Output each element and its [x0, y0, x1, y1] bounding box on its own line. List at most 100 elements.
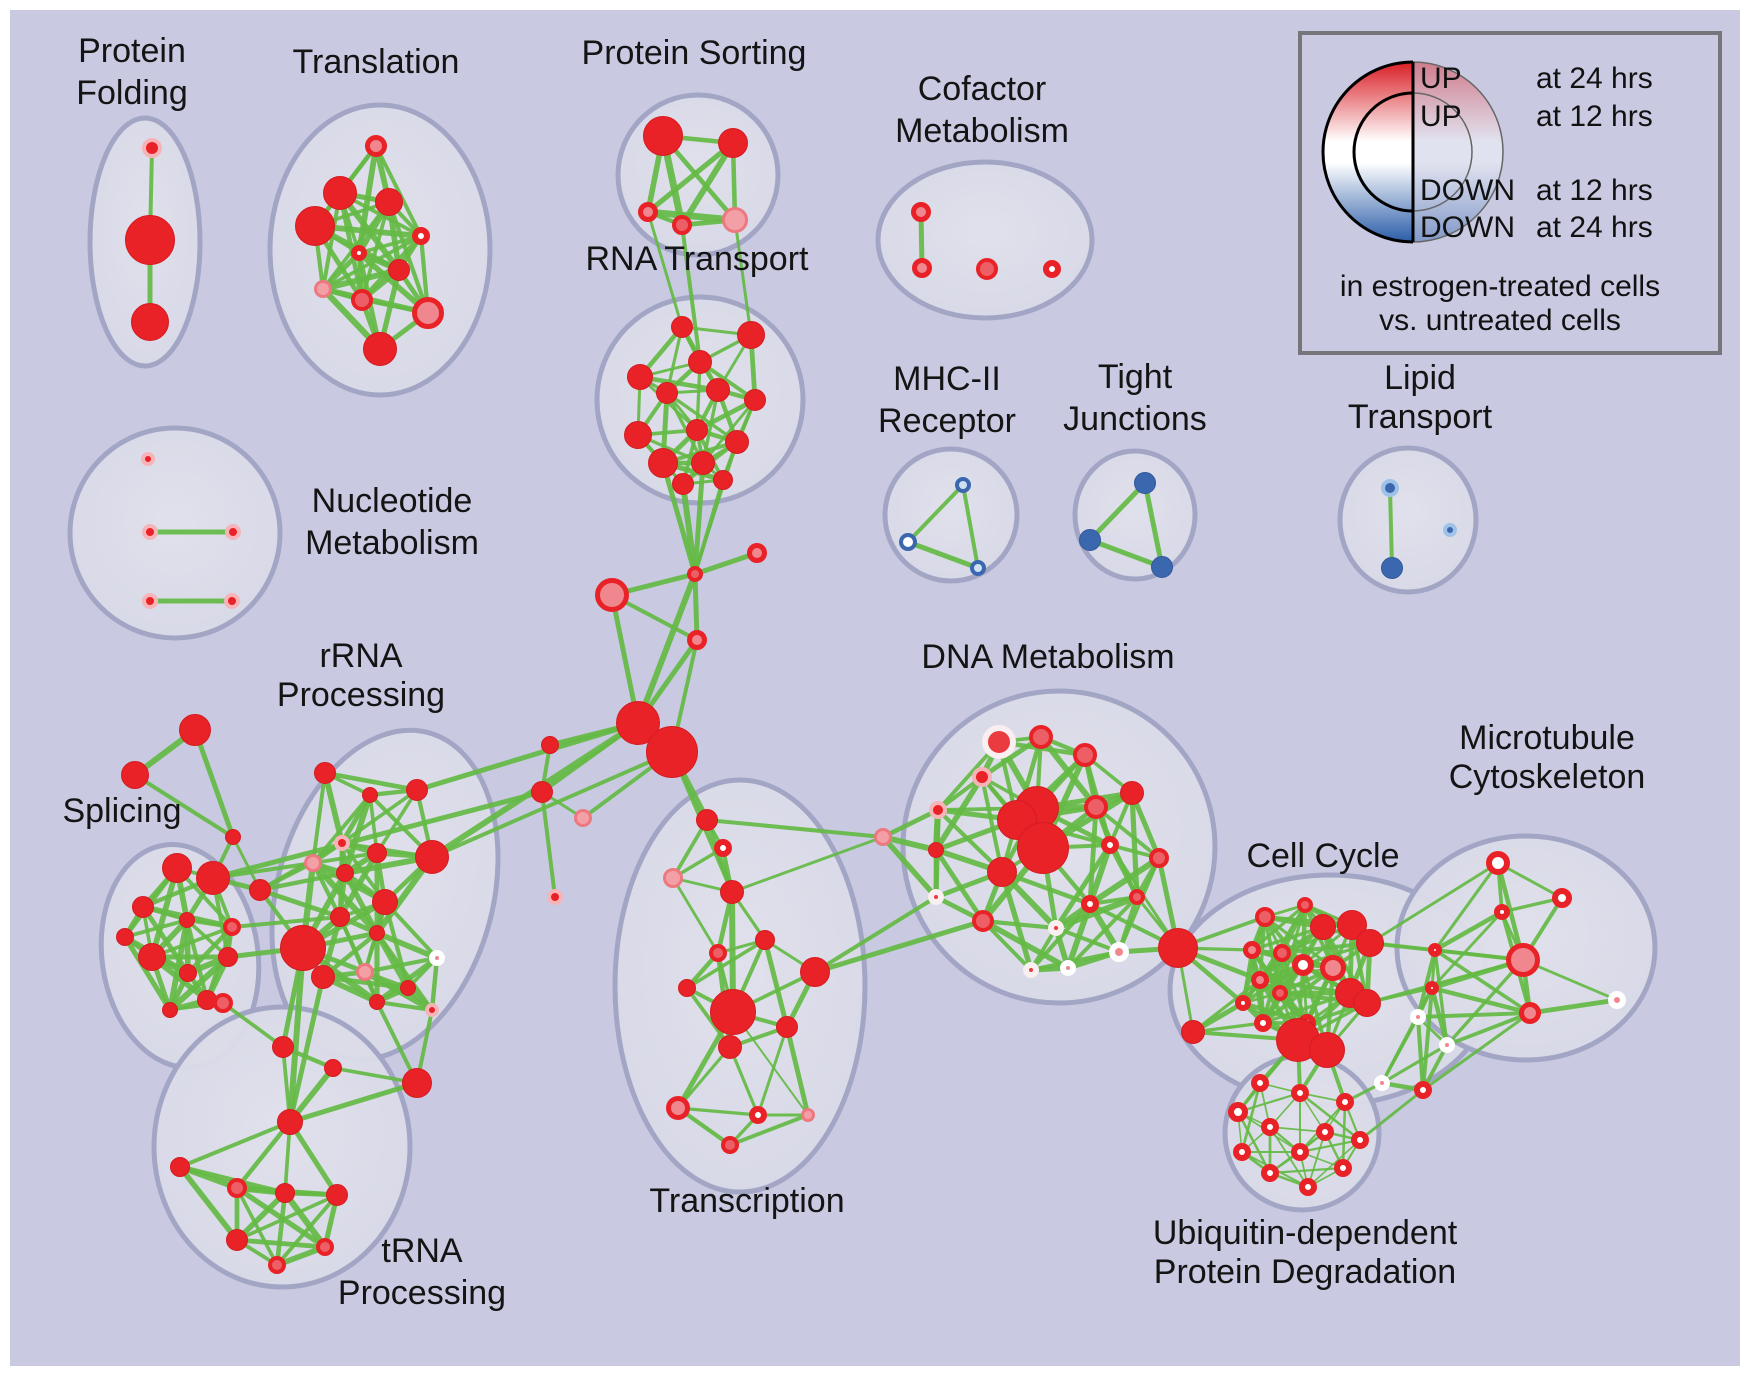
edge	[671, 876, 720, 955]
legend-direction-2: DOWN	[1420, 174, 1515, 207]
node-sx3	[225, 829, 241, 845]
edge	[235, 1186, 279, 1267]
node-dm16	[1081, 895, 1099, 913]
node-mt2	[1552, 888, 1572, 908]
node-sp6	[138, 943, 166, 971]
edge	[1142, 480, 1165, 570]
edge	[342, 870, 380, 936]
edge	[1341, 1100, 1347, 1170]
node-tr7	[388, 259, 410, 281]
edge	[1086, 854, 1163, 908]
cluster-label-transcription-0: Transcription	[649, 1182, 844, 1220]
node-tr5	[412, 227, 430, 245]
cluster-label-ubiquitin-0: Ubiquitin-dependent	[1153, 1214, 1458, 1252]
node-rr8	[415, 840, 449, 874]
edge	[178, 1120, 292, 1169]
edge	[221, 1001, 285, 1049]
node-rr15	[369, 994, 385, 1010]
node-ps2	[718, 128, 748, 158]
edge	[362, 955, 440, 975]
cluster-label-protein_sorting-0: Protein Sorting	[582, 34, 807, 72]
node-mt11	[1414, 1081, 1432, 1099]
edge	[680, 481, 698, 577]
node-tx7	[678, 979, 696, 997]
edge	[322, 770, 420, 793]
cluster-label-ubiquitin-1: Protein Degradation	[1154, 1253, 1456, 1291]
node-sp9	[116, 928, 134, 946]
edge	[429, 955, 440, 1013]
cluster-label-rna_transport-0: RNA Transport	[586, 240, 810, 278]
node-tn8	[326, 1184, 348, 1206]
edge	[906, 483, 965, 544]
edge	[905, 539, 981, 571]
edge	[123, 918, 189, 939]
node-ub12	[1299, 1178, 1317, 1196]
node-ub6	[1316, 1123, 1334, 1141]
edge	[1368, 861, 1500, 945]
node-tr11	[363, 332, 397, 366]
edge	[1086, 841, 1114, 908]
edge	[1380, 1015, 1420, 1085]
edge	[1094, 805, 1161, 860]
edge	[1415, 1014, 1426, 1093]
cluster-bubble-lipid_transport	[1337, 445, 1479, 595]
node-tx14	[801, 1108, 815, 1122]
edge	[1307, 1131, 1326, 1188]
edge	[1307, 1139, 1361, 1188]
edge	[1250, 903, 1307, 952]
edge	[637, 374, 721, 393]
node-rr5	[304, 854, 322, 872]
node-tn5	[170, 1157, 190, 1177]
edge	[880, 834, 939, 853]
node-ub5	[1261, 1118, 1279, 1136]
edge	[1521, 958, 1619, 1002]
edge	[1388, 486, 1394, 570]
edge	[705, 818, 885, 839]
node-sp4	[179, 912, 195, 928]
node-tx12	[666, 1096, 690, 1120]
node-dm11	[928, 842, 944, 858]
edge	[692, 571, 700, 643]
node-lt2	[1381, 557, 1403, 579]
node-tx15	[721, 1136, 739, 1154]
edge	[311, 851, 379, 865]
node-rt12	[691, 451, 715, 475]
node-mh1	[955, 477, 971, 493]
edge	[980, 918, 1071, 971]
node-cn10	[547, 889, 563, 905]
edge	[756, 1025, 789, 1117]
node-tn10	[316, 1238, 334, 1256]
node-nm2	[142, 524, 158, 540]
node-sp5	[223, 918, 241, 936]
edge	[287, 1080, 420, 1125]
edge	[1236, 1110, 1272, 1175]
node-pf3	[131, 303, 169, 341]
node-rt5	[656, 382, 678, 404]
node-tj3	[1151, 556, 1173, 578]
edge	[979, 774, 1005, 875]
node-rr12	[429, 950, 445, 966]
node-ub7	[1351, 1131, 1369, 1149]
cluster-label-mhc-1: Receptor	[878, 402, 1016, 440]
legend-time-1: at 12 hrs	[1536, 100, 1653, 133]
edge	[762, 937, 790, 1030]
node-tn7	[275, 1183, 295, 1203]
node-cn5	[616, 701, 660, 745]
edge	[1527, 997, 1620, 1016]
node-ps5	[722, 207, 748, 233]
edge	[122, 934, 173, 1013]
node-rr16	[425, 1003, 439, 1017]
edge	[281, 1189, 329, 1251]
node-cm3	[976, 258, 998, 280]
cluster-label-protein_folding-1: Folding	[76, 74, 188, 112]
node-cn4	[687, 630, 707, 650]
node-mt1	[1486, 851, 1510, 875]
node-cn2	[747, 543, 767, 563]
edge	[1445, 1011, 1532, 1047]
cluster-label-microtubule-0: Microtubule	[1459, 719, 1635, 757]
edge	[1269, 1126, 1326, 1133]
edge	[374, 930, 435, 1013]
cluster-label-trna-1: Processing	[338, 1274, 506, 1312]
edge	[1269, 1126, 1309, 1188]
edge	[1029, 926, 1058, 972]
